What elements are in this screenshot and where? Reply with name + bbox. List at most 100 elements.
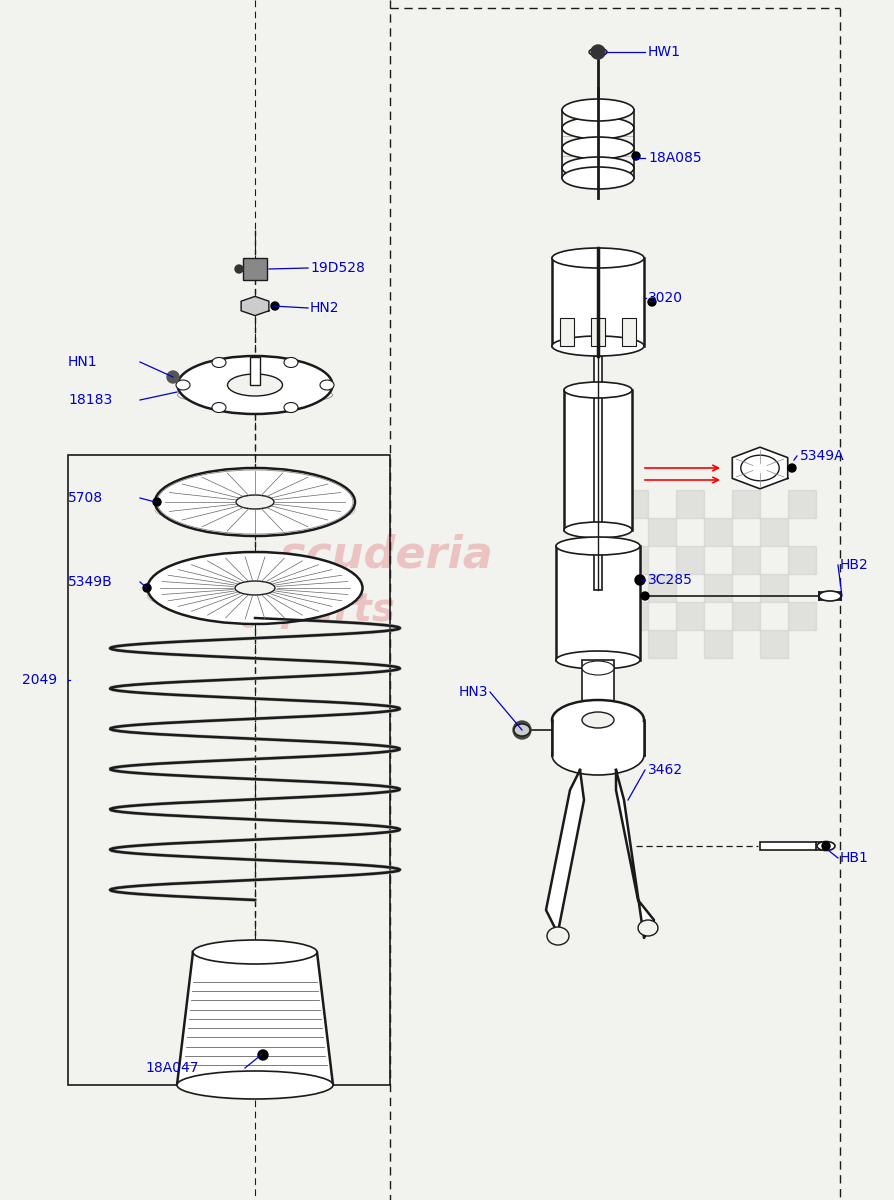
Bar — [788, 490, 816, 518]
Bar — [760, 574, 788, 602]
Bar — [732, 602, 760, 630]
Ellipse shape — [564, 382, 632, 398]
Ellipse shape — [562, 137, 634, 158]
Ellipse shape — [562, 167, 634, 188]
Bar — [676, 602, 704, 630]
Ellipse shape — [514, 724, 530, 736]
Ellipse shape — [193, 940, 317, 964]
Bar — [243, 258, 267, 280]
Bar — [591, 318, 605, 346]
Text: c: c — [240, 606, 257, 635]
Circle shape — [235, 265, 243, 272]
Ellipse shape — [212, 358, 226, 367]
Bar — [760, 842, 826, 850]
Bar — [648, 574, 676, 602]
Ellipse shape — [562, 157, 634, 179]
Text: HN3: HN3 — [459, 685, 488, 698]
Ellipse shape — [155, 468, 355, 536]
Ellipse shape — [227, 374, 283, 396]
Bar — [788, 602, 816, 630]
Circle shape — [271, 302, 279, 310]
Polygon shape — [616, 770, 654, 938]
Text: 3C285: 3C285 — [648, 572, 693, 587]
Bar — [560, 318, 574, 346]
Text: 5349B: 5349B — [68, 575, 113, 589]
Bar — [582, 660, 614, 730]
Circle shape — [788, 464, 796, 472]
Text: 18183: 18183 — [68, 392, 113, 407]
Text: 3462: 3462 — [648, 763, 683, 778]
Text: 19D528: 19D528 — [310, 260, 365, 275]
Polygon shape — [546, 770, 584, 942]
Ellipse shape — [320, 380, 334, 390]
Ellipse shape — [176, 380, 190, 390]
Bar — [819, 592, 841, 600]
Ellipse shape — [552, 248, 644, 268]
Ellipse shape — [552, 336, 644, 356]
Circle shape — [258, 1050, 268, 1060]
Ellipse shape — [236, 494, 274, 509]
Ellipse shape — [556, 538, 640, 554]
Bar — [704, 574, 732, 602]
Bar — [250, 358, 260, 385]
Bar — [620, 546, 648, 574]
Circle shape — [167, 371, 179, 383]
Text: 5708: 5708 — [68, 491, 103, 505]
Polygon shape — [732, 448, 788, 488]
Ellipse shape — [284, 358, 298, 367]
Ellipse shape — [638, 920, 658, 936]
Ellipse shape — [552, 734, 644, 775]
Ellipse shape — [235, 581, 275, 595]
Text: 18A047: 18A047 — [145, 1061, 198, 1075]
Bar — [704, 630, 732, 658]
Circle shape — [153, 498, 161, 506]
Ellipse shape — [284, 402, 298, 413]
Bar — [622, 318, 636, 346]
Bar — [676, 490, 704, 518]
Text: 5349A: 5349A — [800, 449, 845, 463]
Bar — [788, 546, 816, 574]
Circle shape — [591, 44, 605, 59]
Text: HB2: HB2 — [840, 558, 869, 572]
Ellipse shape — [564, 522, 632, 538]
Bar — [732, 546, 760, 574]
Bar — [676, 546, 704, 574]
Bar — [760, 630, 788, 658]
Bar — [620, 602, 648, 630]
Bar — [648, 630, 676, 658]
Circle shape — [632, 152, 640, 160]
Ellipse shape — [552, 700, 644, 740]
Text: 3020: 3020 — [648, 290, 683, 305]
Bar — [760, 518, 788, 546]
Ellipse shape — [817, 841, 835, 851]
Bar — [564, 390, 632, 530]
Ellipse shape — [148, 552, 362, 624]
Ellipse shape — [819, 590, 841, 601]
Ellipse shape — [212, 402, 226, 413]
Bar — [68, 455, 390, 1085]
Circle shape — [822, 842, 830, 850]
Bar — [556, 546, 640, 660]
Circle shape — [648, 298, 656, 306]
Ellipse shape — [562, 116, 634, 139]
Circle shape — [513, 721, 531, 739]
Bar — [732, 490, 760, 518]
Text: HN2: HN2 — [310, 301, 340, 314]
Ellipse shape — [741, 455, 780, 481]
Text: scuderia: scuderia — [280, 534, 493, 576]
Bar — [704, 518, 732, 546]
Ellipse shape — [556, 650, 640, 670]
Ellipse shape — [178, 356, 333, 414]
Text: HN1: HN1 — [68, 355, 97, 370]
Ellipse shape — [177, 1070, 333, 1099]
Circle shape — [143, 584, 151, 592]
Ellipse shape — [562, 98, 634, 121]
Bar — [552, 722, 644, 755]
Bar — [552, 258, 644, 346]
Polygon shape — [241, 296, 269, 316]
Text: 2049: 2049 — [22, 673, 57, 686]
Text: HW1: HW1 — [648, 44, 681, 59]
Bar — [594, 356, 602, 590]
Text: 18A085: 18A085 — [648, 151, 702, 164]
Circle shape — [641, 592, 649, 600]
